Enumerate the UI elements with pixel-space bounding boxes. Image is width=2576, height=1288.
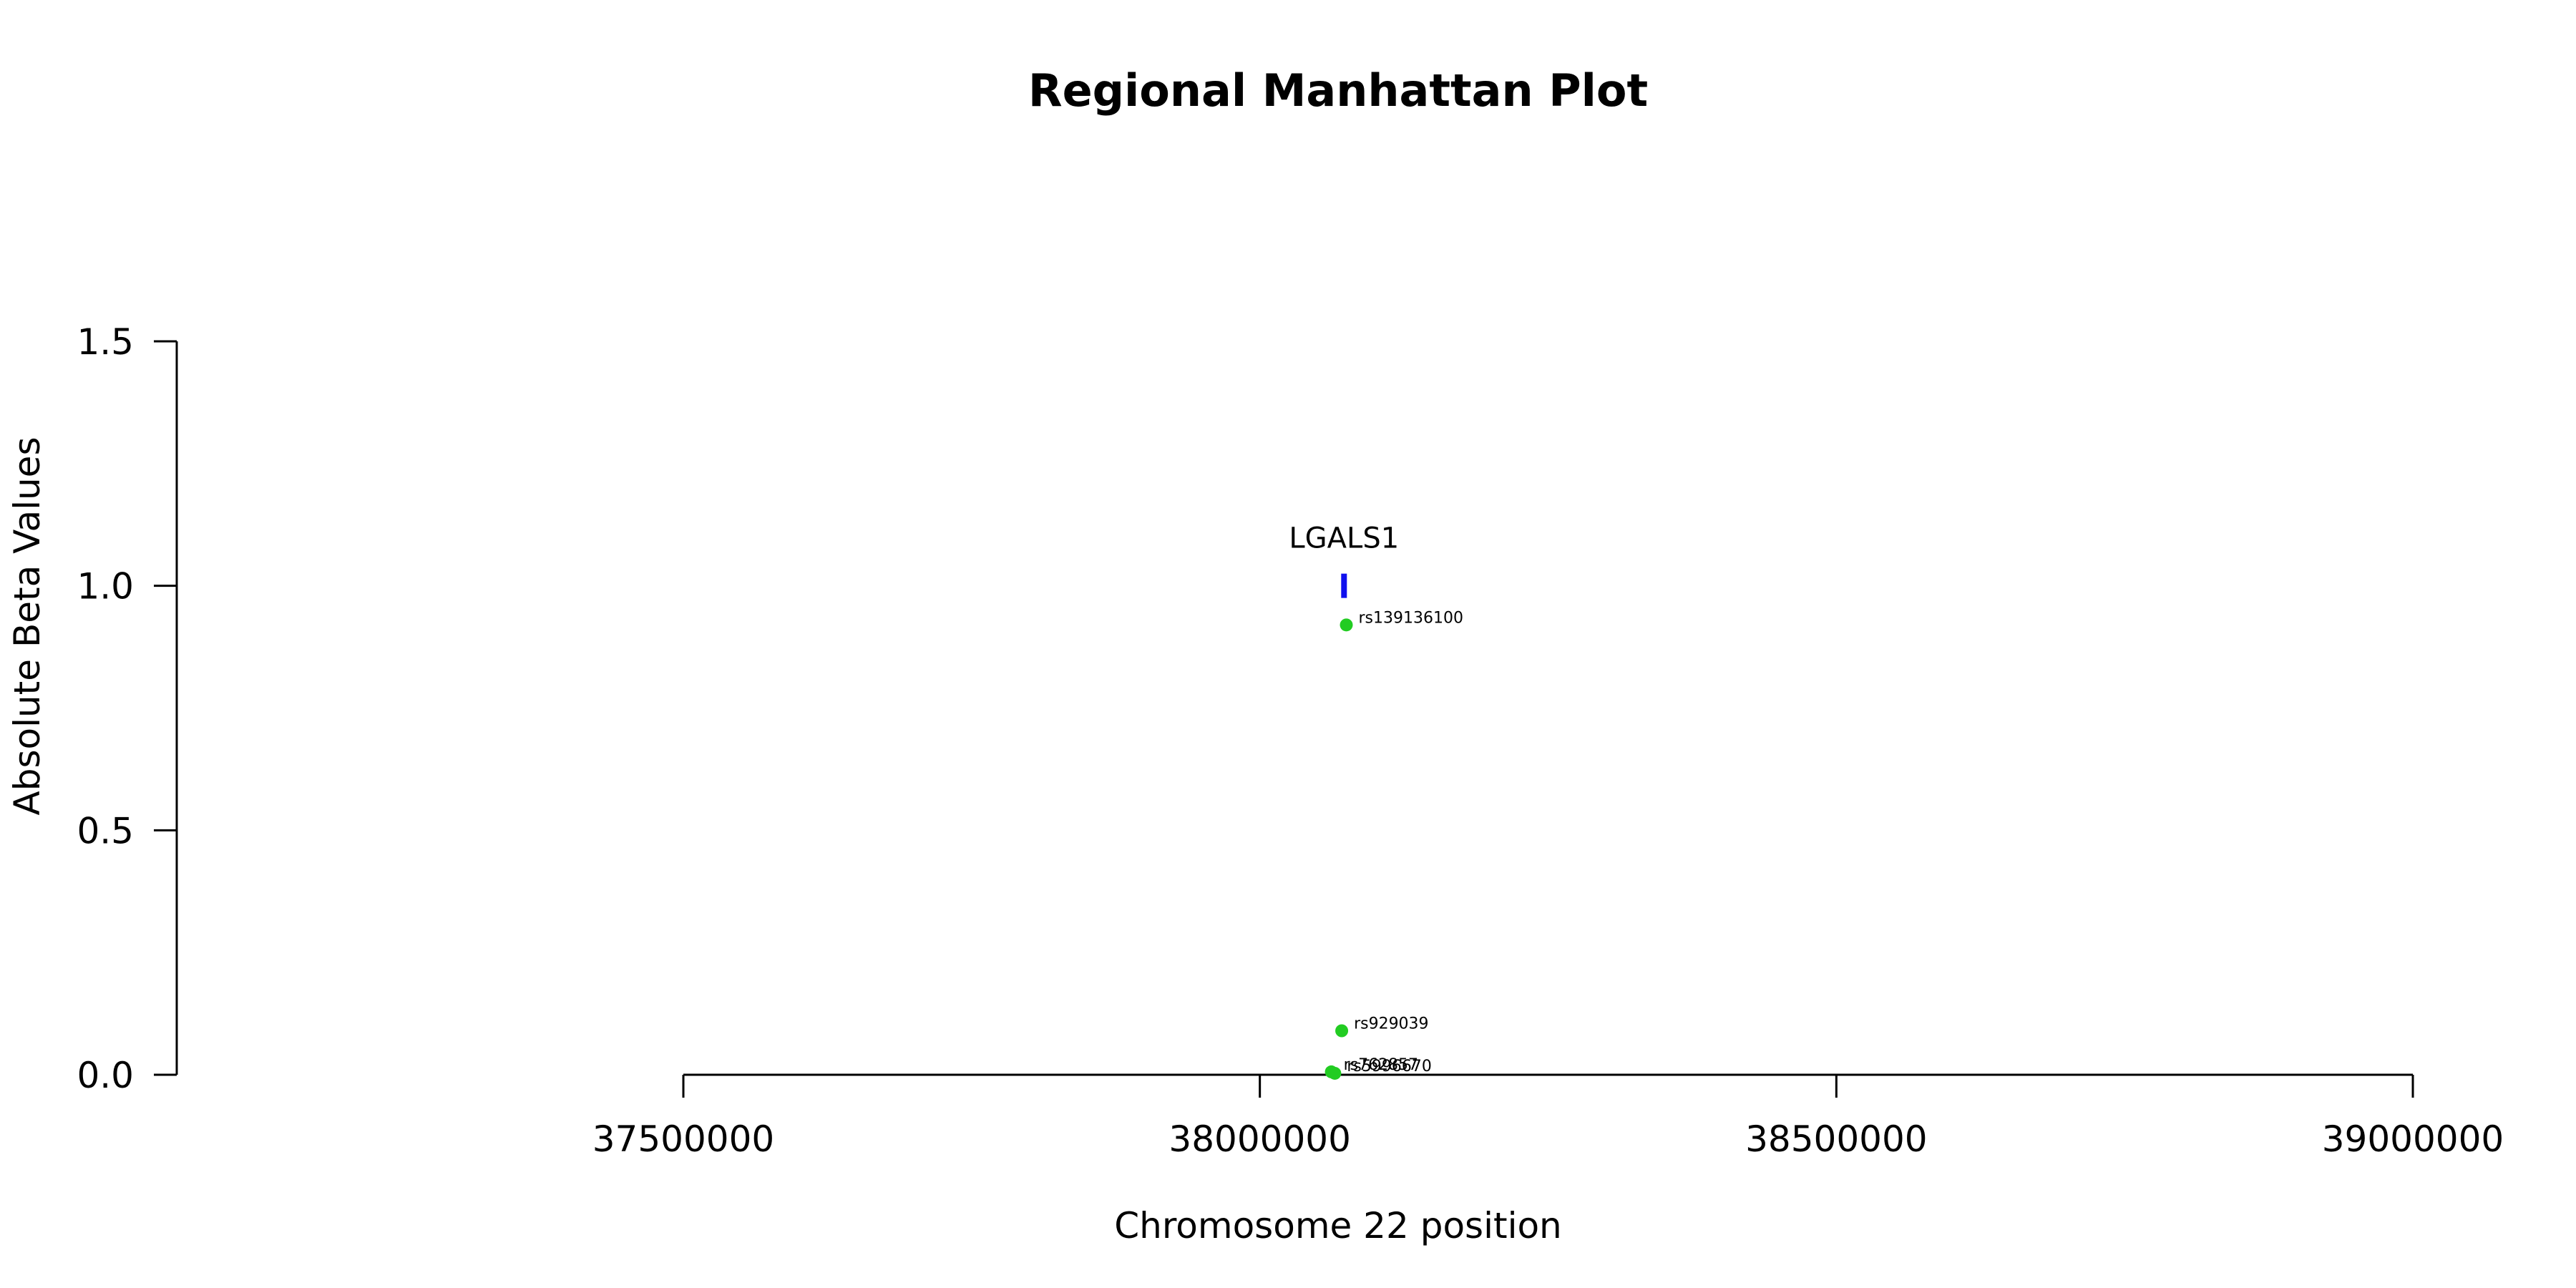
x-tick-label: 39000000 bbox=[2322, 1118, 2504, 1160]
x-axis: 37500000 38000000 38500000 39000000 bbox=[592, 1073, 2504, 1160]
y-tick-label: 1.0 bbox=[77, 566, 134, 608]
x-tick-label: 38000000 bbox=[1169, 1118, 1351, 1160]
y-axis-label: Absolute Beta Values bbox=[6, 437, 48, 816]
y-axis: 0.0 0.5 1.0 1.5 bbox=[77, 321, 178, 1096]
x-tick-label: 38500000 bbox=[1745, 1118, 1928, 1160]
gene-layer: LGALS1 bbox=[1289, 522, 1399, 598]
snp-point bbox=[1335, 1024, 1349, 1038]
x-tick-label: 37500000 bbox=[592, 1118, 775, 1160]
snp-label: rs5996670 bbox=[1347, 1058, 1432, 1075]
y-tick-label: 0.5 bbox=[77, 810, 134, 852]
snp-label: rs762857 bbox=[1344, 1056, 1419, 1074]
snp-point bbox=[1328, 1066, 1342, 1080]
snp-point bbox=[1340, 618, 1353, 632]
x-axis-label: Chromosome 22 position bbox=[1114, 1205, 1562, 1246]
gene-marker bbox=[1341, 573, 1347, 598]
gene-label: LGALS1 bbox=[1289, 522, 1399, 555]
chart-title: Regional Manhattan Plot bbox=[1028, 64, 1648, 117]
snp-label: rs139136100 bbox=[1359, 609, 1463, 627]
y-tick-label: 0.0 bbox=[77, 1055, 134, 1096]
y-tick-label: 1.5 bbox=[77, 321, 134, 363]
snp-label: rs929039 bbox=[1354, 1015, 1429, 1033]
